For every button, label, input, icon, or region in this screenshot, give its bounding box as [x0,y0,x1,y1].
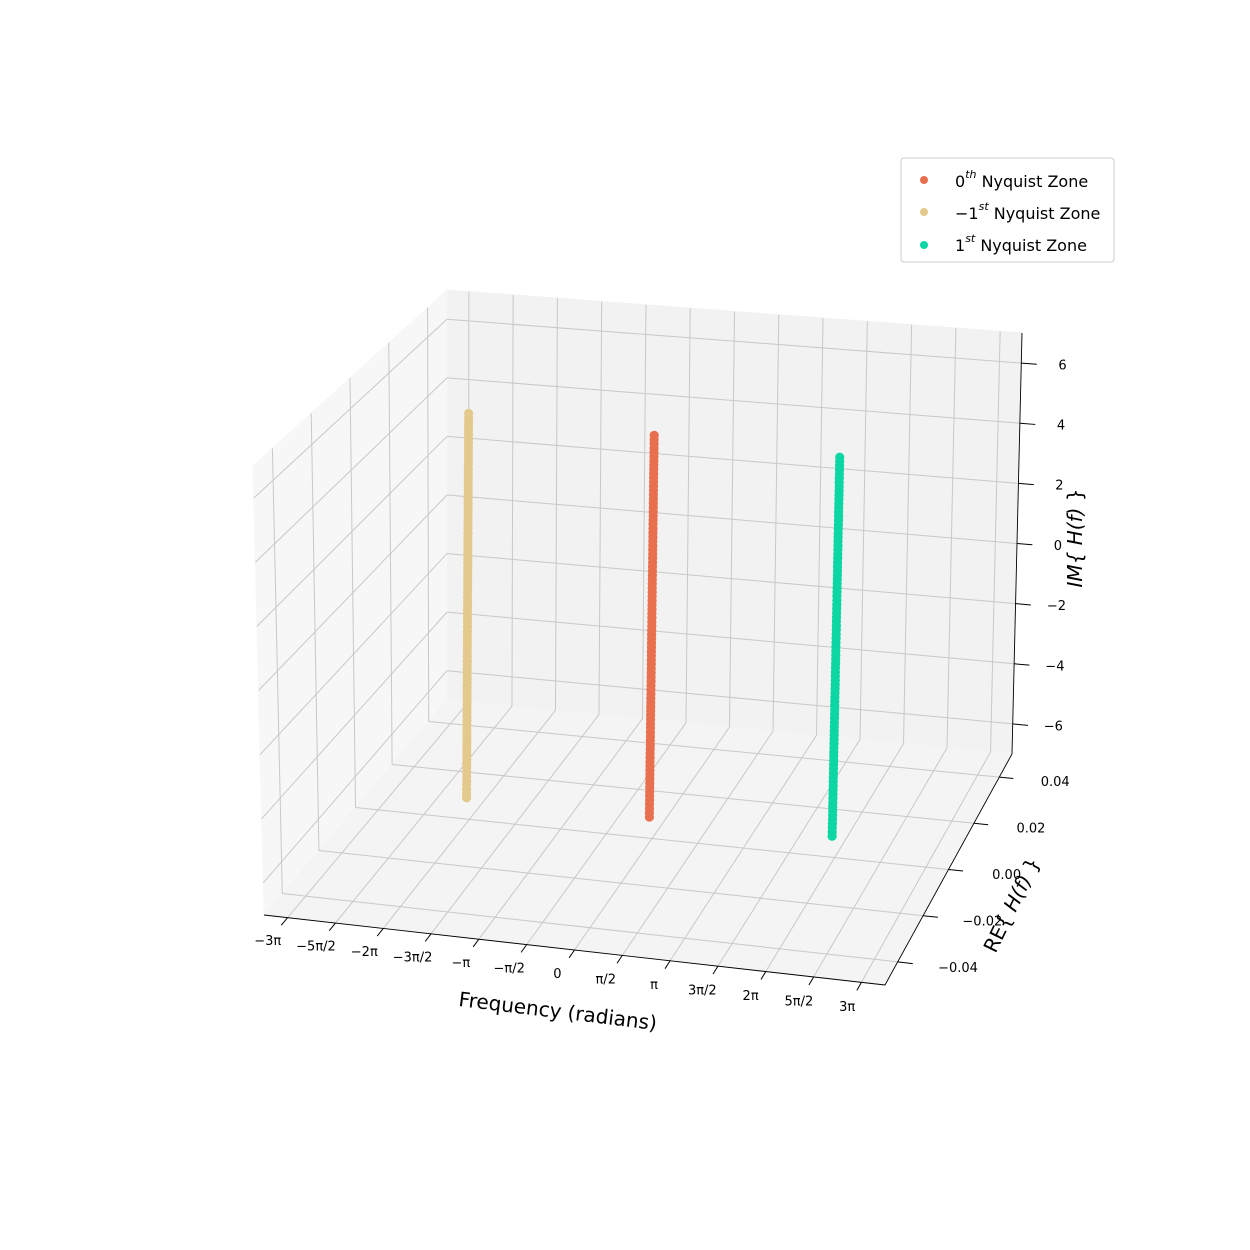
x-tick-label-12: 3π [839,1000,855,1015]
z-grid-back-6 [446,318,1022,364]
tick-labels: −3π −5π/2 −2π −3π/2 −π −π/2 0 π/2 π 3π/2 2π 5π/2 3π −… [254,358,1070,1015]
z-tick-2 [1015,603,1031,606]
z-tick-5 [1019,422,1036,425]
z-grid-left-3 [258,494,448,691]
z-grid-back-3 [446,494,1018,544]
x-tick-label-0: −3π [254,934,281,949]
x-tick-label-5: −π/2 [493,962,524,977]
z-axis-label-prefix: IM{ [1063,545,1087,587]
z-grid-back-1 [446,611,1015,665]
legend-label-0: 0th Nyquist Zone [955,168,1088,191]
z-tick-label-6: 6 [1058,358,1066,373]
z-grid-back-0 [446,670,1013,725]
z-grid-left-6 [253,318,448,499]
z-tick-label-4: 2 [1055,479,1063,494]
z-tick-label-1: −4 [1045,659,1064,674]
x-tick-11 [808,976,815,986]
x-tick-9 [712,965,719,975]
z-tick-0 [1012,723,1029,726]
z-axis-label-suffix: } [1063,488,1087,507]
z-grid-left-5 [255,377,448,563]
x-tick-label-2: −2π [351,945,378,960]
legend-marker-1 [920,208,928,216]
legend-marker-2 [920,241,928,249]
z-grid-left-2 [259,553,448,755]
z-tick-label-3: 0 [1054,539,1062,554]
z-tick-label-5: 4 [1057,418,1065,433]
y-tick-label-3: 0.02 [1016,822,1045,837]
x-tick-label-6: 0 [553,967,561,982]
y-tick-label-1: −0.02 [962,915,1002,930]
y-tick-0 [897,961,913,965]
x-tick-5 [520,944,528,953]
x-tick-8 [664,960,671,969]
x-tick-6 [568,949,575,959]
z-tick-label-2: −2 [1047,599,1066,614]
x-tick-label-8: π [650,978,658,993]
z-grid-left-4 [256,436,448,627]
legend-frame [900,157,1115,263]
z-tick-3 [1016,543,1033,546]
legend-label-1: −1st Nyquist Zone [955,200,1100,223]
x-tick-label-1: −5π/2 [296,939,336,954]
y-grid-floor-2 [355,807,949,870]
y-grid-floor-0 [282,893,898,963]
x-tick-7 [616,955,623,964]
z-grid-back-2 [446,553,1016,605]
y-tick-2 [948,869,964,872]
z-grid-back-4 [446,435,1019,484]
z-tick-1 [1014,663,1030,666]
z-grid-back-5 [446,377,1020,424]
z-axis-label-func: H(f) [1063,508,1087,546]
back-pane [446,289,1023,755]
grid-lines [253,291,1022,983]
x-axis-label: Frequency (radians) [457,987,658,1035]
x-tick-2 [376,928,384,937]
x-tick-0 [280,917,288,926]
legend: 0th Nyquist Zone −1st Nyquist Zone 1st N… [900,157,1115,263]
series-2 [827,452,845,841]
legend-item-0: 0th Nyquist Zone [920,168,1088,191]
series-2-point-90 [835,452,845,462]
legend-label-2: 1st Nyquist Zone [955,232,1087,255]
legend-item-2: 1st Nyquist Zone [920,232,1087,255]
series-0 [644,430,659,822]
x-tick-label-4: −π [452,956,471,971]
y-tick-1 [923,915,938,918]
series-1-point-90 [464,408,474,418]
y-tick-4 [999,776,1014,779]
z-grid-left-0 [262,670,448,884]
z-tick-6 [1021,362,1037,365]
x-tick-4 [472,938,480,948]
y-grid-floor-1 [318,850,924,917]
legend-item-1: −1st Nyquist Zone [920,200,1100,223]
y-grid-floor-4 [428,721,1000,778]
x-tick-label-10: 2π [743,989,759,1004]
x-tick-label-9: 3π/2 [688,984,717,999]
data-series [462,408,845,841]
x-tick-label-3: −3π/2 [393,950,433,965]
tick-marks [280,362,1037,991]
y-grid-floor-3 [392,764,974,824]
x-tick-3 [424,933,432,942]
series-1 [462,408,474,803]
x-tick-12 [856,982,862,991]
y-tick-3 [973,822,989,826]
x-tick-label-11: 5π/2 [785,995,814,1010]
z-tick-4 [1018,482,1034,486]
y-tick-label-0: −0.04 [938,961,978,976]
z-axis-label: IM{ H(f) } [1063,488,1087,587]
series-0-point-90 [649,430,659,440]
x-tick-10 [760,971,767,980]
axis-panes [252,288,1023,986]
z-tick-label-0: −6 [1044,720,1063,735]
x-tick-label-7: π/2 [595,973,615,988]
z-grid-left-1 [261,611,448,820]
legend-marker-0 [920,176,928,184]
y-tick-label-2: 0.00 [992,868,1021,883]
x-tick-1 [328,922,336,931]
y-tick-label-4: 0.04 [1041,775,1070,790]
